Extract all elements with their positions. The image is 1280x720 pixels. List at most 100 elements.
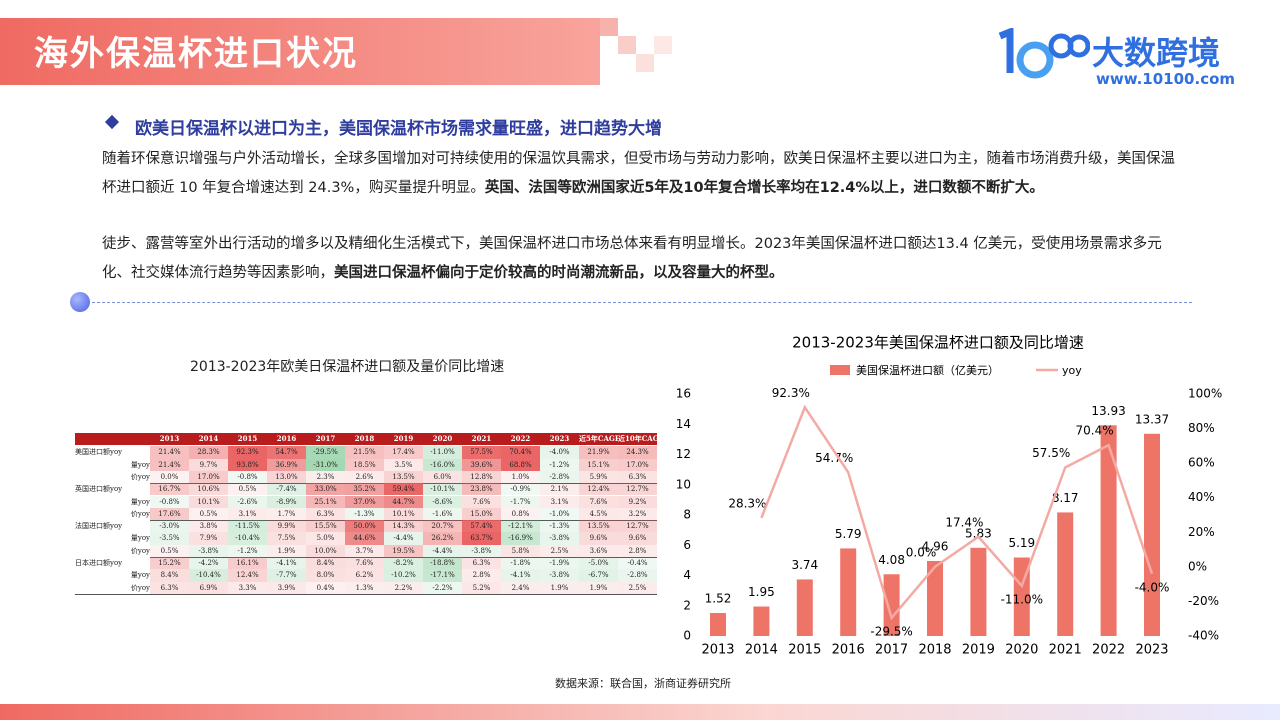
table-cell: 68.8% [501, 458, 540, 471]
bar [753, 606, 770, 636]
table-cell: 12.7% [618, 483, 657, 496]
table-cell: 54.7% [267, 446, 306, 459]
table-cell: 25.1% [306, 495, 345, 508]
y2-tick-label: 0% [1188, 559, 1207, 573]
table-cell: 28.3% [189, 446, 228, 459]
x-tick-label: 2018 [918, 643, 951, 658]
table-cell: -3.5% [150, 532, 189, 545]
table-cell: 5.0% [306, 532, 345, 545]
table-cell [75, 433, 150, 446]
table-cell: 21.5% [345, 446, 384, 459]
bar [970, 547, 987, 636]
table-cell: 5.8% [501, 544, 540, 557]
table-cell: -6.7% [579, 569, 618, 582]
table-cell: 15.5% [306, 520, 345, 533]
table-cell: -17.1% [423, 569, 462, 582]
table-cell: 2020 [423, 433, 462, 446]
table-cell: 2014 [189, 433, 228, 446]
table-cell: -10.1% [423, 483, 462, 496]
table-cell: -1.2% [540, 458, 579, 471]
table-cell: 12.4% [579, 483, 618, 496]
table-cell: 57.5% [462, 446, 501, 459]
chart: 2013-2023年美国保温杯进口额及同比增速 0 2 4 6 8 10 12 14 16 -40%… [676, 334, 1223, 658]
y2-tick-label: -20% [1188, 594, 1219, 608]
data-label: 1.52 [705, 592, 732, 606]
table-cell: 13.5% [579, 520, 618, 533]
table-cell: 15.1% [579, 458, 618, 471]
table-cell: 59.4% [384, 483, 423, 496]
y-tick-label: 14 [676, 417, 691, 431]
table-cell: 10.1% [384, 507, 423, 521]
table-cell: 2019 [384, 433, 423, 446]
table-cell: -12.1% [501, 520, 540, 533]
table-cell: -0.4% [618, 557, 657, 570]
group-line [75, 557, 657, 558]
bar [1100, 425, 1117, 636]
table-cell: -0.8% [228, 470, 267, 484]
table-cell: -4.4% [423, 544, 462, 557]
table-cell: -4.1% [267, 557, 306, 570]
table-cell: -8.9% [267, 495, 306, 508]
table-cell: 2.4% [501, 581, 540, 594]
table-cell: 7.6% [462, 495, 501, 508]
logo-shape [1067, 34, 1090, 58]
y-tick-label: 10 [676, 477, 691, 491]
table-cell: 2018 [345, 433, 384, 446]
brand: 大数跨境 [1092, 34, 1221, 72]
table-cell: 2013 [150, 433, 189, 446]
table-cell: 7.5% [267, 532, 306, 545]
data-label: 92.3% [772, 386, 810, 400]
table-cell: 6.3% [618, 470, 657, 484]
table-cell: 20.7% [423, 520, 462, 533]
table-cell: 17.4% [384, 446, 423, 459]
table-cell: 9.6% [618, 532, 657, 545]
table-cell: -4.4% [384, 532, 423, 545]
table-cell: -3.8% [540, 532, 579, 545]
table-cell: -2.6% [228, 495, 267, 508]
table-cell: -4.2% [189, 557, 228, 570]
table-title: 2013-2023年欧美日保温杯进口额及量价同比增速 [190, 359, 505, 375]
table-cell: 0.5% [228, 483, 267, 496]
table-cell: 日本进口额yoy [75, 557, 150, 570]
table-cell: 0.8% [501, 507, 540, 521]
table-cell: 33.0% [306, 483, 345, 496]
decor [618, 36, 636, 54]
bar [883, 574, 900, 636]
table-cell: -8.6% [423, 495, 462, 508]
table-cell: -1.3% [345, 507, 384, 521]
table-cell: -7.4% [267, 483, 306, 496]
bold-text: 英国、法国等欧洲国家近5年及10年复合增长率均在12.4%以上，进口数额不断扩大… [484, 180, 1044, 196]
table-cell: 70.4% [501, 446, 540, 459]
table-cell: 3.8% [189, 520, 228, 533]
decor [600, 18, 618, 36]
logo-shape [998, 28, 1014, 73]
table-cell: 9.2% [618, 495, 657, 508]
table-cell: 10.1% [189, 495, 228, 508]
table-cell: 24.3% [618, 446, 657, 459]
table-cell: 21.4% [150, 458, 189, 471]
table-cell: 1.9% [540, 581, 579, 594]
table-cell: 35.2% [345, 483, 384, 496]
table-cell: -8.2% [384, 557, 423, 570]
table-cell: 18.5% [345, 458, 384, 471]
table-cell: -11.0% [423, 446, 462, 459]
bar [840, 548, 857, 636]
table-cell: -0.8% [150, 495, 189, 508]
table-cell: -10.4% [189, 569, 228, 582]
table-cell: 3.1% [540, 495, 579, 508]
y2-tick-label: 80% [1188, 421, 1215, 435]
table-cell: 8.0% [306, 569, 345, 582]
table-cell: 21.9% [579, 446, 618, 459]
table-cell: 16.7% [150, 483, 189, 496]
bar [1057, 512, 1074, 636]
y-tick-label: 4 [683, 568, 691, 582]
x-tick-label: 2014 [745, 643, 778, 658]
table-cell: 9.9% [267, 520, 306, 533]
table-cell: 6.3% [462, 557, 501, 570]
divider-dot [70, 292, 90, 312]
table-cell: 0.5% [150, 544, 189, 557]
data-label: 57.5% [1032, 446, 1070, 460]
y2-tick-label: -40% [1188, 629, 1219, 643]
table-cell: 1.9% [579, 581, 618, 594]
